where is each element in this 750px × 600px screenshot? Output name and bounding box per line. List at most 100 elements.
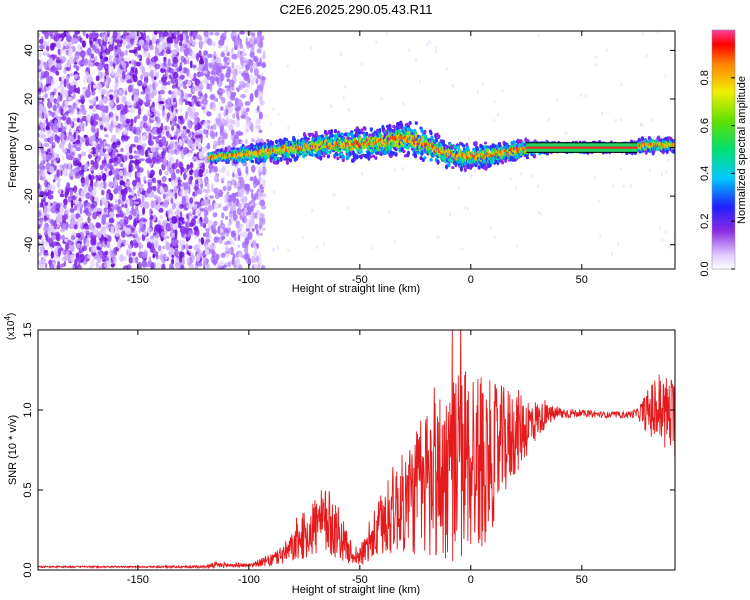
spectrogram-noise-cell xyxy=(124,199,129,204)
spectrogram-noise-cell xyxy=(169,263,174,269)
spectrogram-noise-cell xyxy=(100,210,105,214)
spectrogram-noise-cell xyxy=(145,35,151,44)
spectrogram-noise-cell xyxy=(481,82,484,87)
spectrogram-noise-cell xyxy=(200,238,205,243)
spectrogram-noise-cell xyxy=(237,98,243,106)
spectrogram-noise-cell xyxy=(213,175,218,182)
spectrogram-noise-cell xyxy=(201,146,208,153)
spectrogram-noise-cell xyxy=(210,70,216,76)
spectrogram-noise-cell xyxy=(46,153,52,162)
spectrogram-noise-cell xyxy=(239,43,243,50)
spectrogram-noise-cell xyxy=(171,179,176,186)
spectrogram-noise-cell xyxy=(457,186,460,191)
spectrogram-noise-cell xyxy=(53,98,57,104)
spectrogram-noise-cell xyxy=(187,107,193,116)
spectrogram-noise-cell xyxy=(128,123,133,132)
spectrogram-noise-cell xyxy=(220,175,226,182)
spectrogram-noise-cell xyxy=(176,47,180,51)
spectrogram-noise-cell xyxy=(470,173,473,178)
spectrogram-noise-cell xyxy=(206,182,210,190)
spectrogram-noise-cell xyxy=(418,80,422,84)
spectrogram-noise-cell xyxy=(203,209,208,217)
spectrogram-noise-cell xyxy=(99,164,104,170)
spectrogram-noise-cell xyxy=(232,113,236,119)
spectrogram-noise-cell xyxy=(185,92,189,102)
spectrogram-noise-cell xyxy=(175,130,178,140)
spectrogram-noise-cell xyxy=(92,37,97,42)
spectrogram-noise-cell xyxy=(251,228,255,232)
spectrogram-noise-cell xyxy=(38,87,42,96)
spectrogram-ridge-cell xyxy=(394,152,398,157)
spectrogram-noise-cell xyxy=(68,72,75,77)
spectrogram-noise-cell xyxy=(109,163,113,172)
spectrogram-noise-cell xyxy=(79,207,83,215)
spectrogram-noise-cell xyxy=(95,148,100,153)
spectrogram-noise-cell xyxy=(99,71,103,78)
spectrogram-noise-cell xyxy=(77,161,82,170)
spectrogram-noise-cell xyxy=(129,69,134,77)
spectrogram-noise-cell xyxy=(256,181,261,185)
spectrogram-noise-cell xyxy=(178,41,183,47)
spectrogram-noise-cell xyxy=(72,157,79,164)
spectrogram-noise-cell xyxy=(183,57,187,65)
spectrogram-noise-cell xyxy=(40,123,46,130)
spectrogram-noise-cell xyxy=(612,184,615,188)
spectrogram-noise-cell xyxy=(203,128,206,135)
spectrogram-noise-cell xyxy=(38,82,42,88)
spectrogram-noise-cell xyxy=(133,135,139,143)
spectrogram-noise-cell xyxy=(155,154,161,163)
spectrogram-noise-cell xyxy=(256,36,260,46)
spectrogram-noise-cell xyxy=(161,108,166,117)
spectrogram-noise-cell xyxy=(111,66,115,76)
spectrogram-noise-cell xyxy=(144,87,151,95)
spectrogram-noise-cell xyxy=(207,38,213,46)
spectrogram-noise-cell xyxy=(238,170,242,177)
spectrogram-noise-cell xyxy=(105,193,110,201)
spectrogram-noise-cell xyxy=(53,159,57,167)
spectrogram-noise-cell xyxy=(234,257,241,266)
spectrogram-noise-cell xyxy=(141,194,145,204)
spectrogram-noise-cell xyxy=(239,80,245,86)
spectrogram-noise-cell xyxy=(153,76,157,81)
spectrogram-noise-cell xyxy=(44,93,48,98)
spectrogram-noise-cell xyxy=(122,39,126,47)
spectrogram-noise-cell xyxy=(103,63,110,71)
spectrogram-noise-cell xyxy=(100,197,106,205)
spectrogram-noise-cell xyxy=(65,31,71,36)
spectrogram-noise-cell xyxy=(52,141,56,146)
spectrogram-noise-cell xyxy=(199,162,204,169)
spectrogram-noise-cell xyxy=(101,218,106,225)
spectrogram-noise-cell xyxy=(56,182,61,188)
spectrogram-noise-cell xyxy=(67,96,73,102)
spectrogram-noise-cell xyxy=(89,99,95,105)
chart-title: C2E6.2025.290.05.43.R11 xyxy=(280,2,433,17)
spectrogram-noise-cell xyxy=(198,50,202,58)
spectrogram-noise-cell xyxy=(213,202,219,210)
spectrogram-noise-cell xyxy=(133,155,139,160)
spectrogram-noise-cell xyxy=(155,254,159,260)
spectrogram-noise-cell xyxy=(81,40,86,48)
spectrogram-noise-cell xyxy=(80,189,86,198)
spectrogram-noise-cell xyxy=(137,54,142,58)
spectrogram-noise-cell xyxy=(250,32,256,37)
spectrogram-noise-cell xyxy=(167,112,171,119)
spectrogram-noise-cell xyxy=(42,226,48,232)
spectrogram-noise-cell xyxy=(258,111,263,120)
spectrogram-noise-cell xyxy=(43,142,50,147)
spectrogram-noise-cell xyxy=(85,192,91,200)
spectrogram-noise-cell xyxy=(476,90,480,95)
spectrogram-noise-cell xyxy=(114,128,121,134)
spectrogram-noise-cell xyxy=(72,102,76,110)
spectrogram-noise-cell xyxy=(96,157,100,164)
spectrogram-ridge-cell xyxy=(285,160,289,165)
spectrogram-noise-cell xyxy=(209,195,214,200)
spectrogram-noise-cell xyxy=(79,50,86,58)
spectrogram-noise-cell xyxy=(256,48,262,54)
spectrogram-noise-cell xyxy=(206,263,210,269)
spectrogram-noise-cell xyxy=(67,216,71,221)
spectrogram-noise-cell xyxy=(143,180,147,184)
spectrogram-noise-cell xyxy=(58,77,62,82)
spectrogram-ridge-cell xyxy=(288,158,293,163)
spectrogram-noise-cell xyxy=(104,261,107,269)
spectrogram-noise-cell xyxy=(286,64,289,69)
